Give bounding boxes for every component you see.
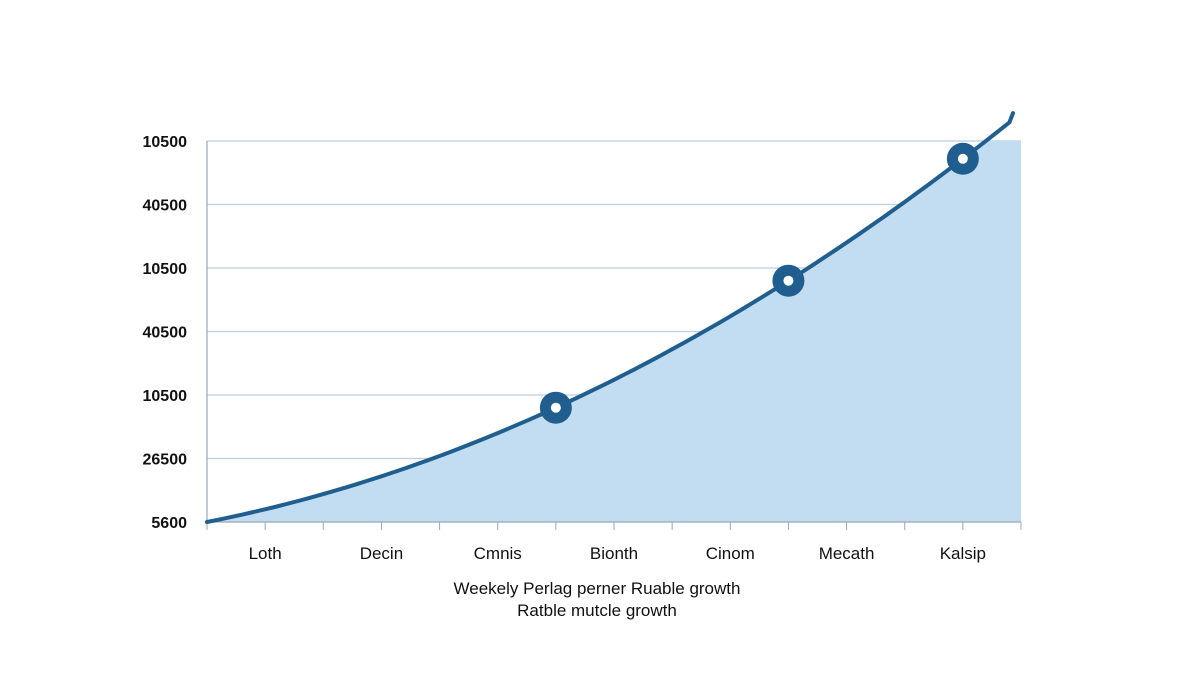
axes xyxy=(206,141,1022,530)
y-tick-label: 10500 xyxy=(143,261,188,278)
y-tick-label: 5600 xyxy=(151,515,187,532)
y-tick-labels: 5600 26500 10500 40500 10500 40500 10500 xyxy=(143,134,188,532)
y-tick-label: 40500 xyxy=(143,325,188,342)
x-tick-label: Loth xyxy=(249,544,282,563)
x-tick-label: Cmnis xyxy=(474,544,522,563)
x-tick-labels: Loth Decin Cmnis Bionth Cinom Mecath Kalsip xyxy=(249,544,986,563)
y-tick-label: 40500 xyxy=(143,198,188,215)
markers xyxy=(539,142,979,424)
x-tick-label: Decin xyxy=(360,544,403,563)
x-axis-label-line-1: Weekely Perlag perner Ruable growth xyxy=(454,579,741,598)
series-line xyxy=(205,111,1015,524)
x-tick-label: Bionth xyxy=(590,544,638,563)
x-tick-label: Kalsip xyxy=(940,544,986,563)
data-point-marker-center xyxy=(957,153,968,164)
area-fill xyxy=(207,141,1021,522)
data-point-marker-center xyxy=(783,275,794,286)
x-tick-label: Cinom xyxy=(706,544,755,563)
y-tick-label: 26500 xyxy=(143,452,188,469)
data-point-marker-center xyxy=(550,402,561,413)
x-tick-label: Mecath xyxy=(819,544,875,563)
x-axis-label-line-2: Ratble mutcle growth xyxy=(517,601,677,620)
y-tick-label: 10500 xyxy=(143,134,188,151)
y-tick-label: 10500 xyxy=(143,388,188,405)
